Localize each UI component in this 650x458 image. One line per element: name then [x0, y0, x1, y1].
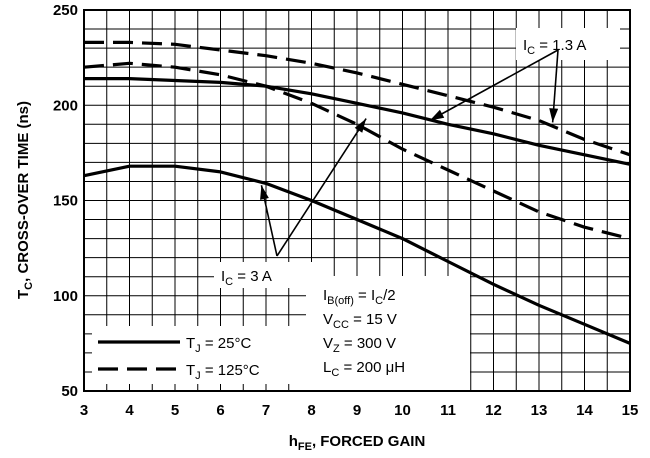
- x-tick-label: 12: [485, 402, 502, 419]
- x-tick-label: 3: [80, 402, 88, 419]
- label-background: [92, 326, 308, 384]
- y-axis-label: TC, CROSS-OVER TIME (ns): [15, 101, 35, 299]
- y-tick-label: 150: [53, 193, 78, 210]
- x-tick-label: 7: [262, 402, 270, 419]
- label-backgrounds: [92, 28, 620, 390]
- series-line-2: [84, 76, 631, 166]
- x-tick-label: 11: [440, 402, 456, 419]
- arrow-ic-1-3a-solid: [429, 49, 559, 122]
- x-tick-label: 4: [125, 402, 134, 419]
- arrow-ic-1-3a-solid-head: [429, 109, 445, 121]
- x-tick-label: 15: [622, 402, 639, 419]
- curves: [83, 40, 631, 345]
- x-tick-label: 5: [171, 402, 179, 419]
- arrow-ic-3a-dashed-head: [354, 118, 367, 133]
- x-tick-label: 13: [531, 402, 548, 419]
- annotation-condition: VCC = 15 V: [323, 311, 397, 331]
- arrow-ic-3a-solid-head: [260, 185, 269, 200]
- y-tick-label: 200: [53, 97, 78, 114]
- legend-label: TJ = 125°C: [186, 362, 260, 382]
- annotation-condition: VZ = 300 V: [323, 335, 396, 355]
- label-background: [516, 28, 620, 60]
- y-tick-label: 100: [53, 288, 78, 305]
- label-background: [306, 276, 470, 390]
- x-tick-label: 9: [353, 402, 361, 419]
- annotation-ic-1-3a: IC = 1.3 A: [523, 37, 586, 57]
- annotation-condition: IB(off) = IC/2: [323, 287, 396, 307]
- arrow-ic-1-3a-dashed-head: [549, 108, 559, 123]
- series-line-4: [84, 40, 631, 157]
- x-tick-label: 14: [576, 402, 593, 419]
- label-background: [214, 262, 314, 288]
- y-tick-label: 50: [61, 383, 78, 400]
- annotation-ic-3a: IC = 3 A: [221, 268, 272, 288]
- x-tick-label: 10: [394, 402, 411, 419]
- arrow-ic-3a-dashed: [276, 118, 367, 257]
- plot-frame: [83, 9, 631, 392]
- annotation-condition: LC = 200 μH: [323, 359, 405, 379]
- legend-label: TJ = 25°C: [186, 335, 251, 355]
- x-axis-label: hFE, FORCED GAIN: [289, 433, 426, 453]
- x-tick-label: 8: [307, 402, 315, 419]
- series-line-1: [83, 164, 631, 345]
- x-tick-label: 6: [216, 402, 224, 419]
- series-line-3: [83, 61, 631, 241]
- y-tick-label: 250: [53, 2, 78, 19]
- annotation-arrows: [260, 49, 559, 257]
- chart-text: 3 4 5 6 7 8 9 10 11 12 13 14 15 50 100 150 200 250 hFE, FO…: [15, 2, 638, 453]
